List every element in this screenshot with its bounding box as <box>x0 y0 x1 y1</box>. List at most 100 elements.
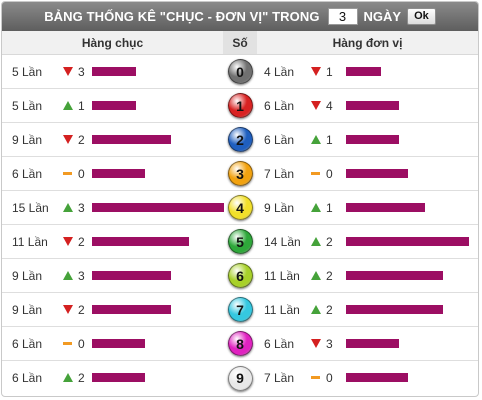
tens-frequency-bar <box>92 305 171 314</box>
up-arrow-icon <box>311 237 321 246</box>
down-arrow-icon <box>63 67 73 76</box>
units-delta: 1 <box>326 64 333 79</box>
tens-frequency-bar <box>92 135 171 144</box>
table-row: 6 Lần 2 9 7 Lần 0 <box>2 361 478 395</box>
tens-delta: 0 <box>78 166 85 181</box>
digit-ball: 9 <box>227 365 253 391</box>
tens-frequency-bar <box>92 237 189 246</box>
tens-count: 9 Lần <box>12 302 43 317</box>
dash-icon <box>63 172 72 175</box>
digit-ball: 3 <box>227 161 253 186</box>
digit-cell: 2 <box>223 123 257 156</box>
digit-cell: 0 <box>223 55 257 88</box>
stats-header: BẢNG THỐNG KÊ "CHỤC - ĐƠN VỊ" TRONG NGÀY… <box>2 2 478 31</box>
tens-count: 11 Lần <box>12 234 48 249</box>
digit-cell: 6 <box>223 259 257 292</box>
units-frequency-bar <box>346 305 443 314</box>
up-arrow-icon <box>63 373 73 382</box>
tens-delta: 2 <box>78 371 85 385</box>
up-arrow-icon <box>63 271 73 280</box>
digit-ball: 1 <box>227 93 253 118</box>
units-delta: 0 <box>326 371 333 385</box>
units-delta: 4 <box>326 98 333 113</box>
tens-cell: 11 Lần 2 <box>2 225 223 258</box>
days-input[interactable] <box>327 8 358 25</box>
up-arrow-icon <box>63 101 73 110</box>
units-frequency-bar <box>346 271 443 280</box>
digit-cell: 4 <box>223 191 257 224</box>
dash-icon <box>63 342 72 345</box>
table-row: 5 Lần 3 0 4 Lần 1 <box>2 55 478 89</box>
dash-icon <box>311 172 320 175</box>
tens-cell: 5 Lần 1 <box>2 89 223 122</box>
column-tens-header: Hàng chục <box>81 35 144 50</box>
units-cell: 7 Lần 0 <box>257 361 478 395</box>
tens-count: 6 Lần <box>12 336 43 351</box>
down-arrow-icon <box>311 339 321 348</box>
units-count: 6 Lần <box>264 132 295 147</box>
dash-icon <box>311 376 320 379</box>
tens-count: 5 Lần <box>12 98 43 113</box>
table-row: 9 Lần 3 6 11 Lần 2 <box>2 259 478 293</box>
units-cell: 9 Lần 1 <box>257 191 478 224</box>
up-arrow-icon <box>311 271 321 280</box>
tens-frequency-bar <box>92 339 145 348</box>
units-cell: 6 Lần 4 <box>257 89 478 122</box>
digit-ball: 5 <box>227 229 253 254</box>
units-count: 4 Lần <box>264 64 295 79</box>
units-cell: 11 Lần 2 <box>257 293 478 326</box>
units-delta: 1 <box>326 200 333 215</box>
column-digit-header: Số <box>223 31 257 54</box>
down-arrow-icon <box>311 67 321 76</box>
tens-delta: 2 <box>78 302 85 317</box>
table-row: 6 Lần 0 8 6 Lần 3 <box>2 327 478 361</box>
stats-title: BẢNG THỐNG KÊ "CHỤC - ĐƠN VỊ" TRONG <box>44 9 320 24</box>
tens-count: 9 Lần <box>12 132 43 147</box>
tens-frequency-bar <box>92 101 136 110</box>
digit-ball: 6 <box>227 263 253 288</box>
tens-frequency-bar <box>92 373 145 382</box>
tens-frequency-bar <box>92 203 224 212</box>
tens-count: 9 Lần <box>12 268 43 283</box>
units-frequency-bar <box>346 135 399 144</box>
units-frequency-bar <box>346 203 425 212</box>
tens-delta: 0 <box>78 336 85 351</box>
tens-cell: 6 Lần 2 <box>2 361 223 395</box>
units-cell: 4 Lần 1 <box>257 55 478 88</box>
ok-button[interactable]: Ok <box>407 8 436 25</box>
down-arrow-icon <box>311 101 321 110</box>
tens-cell: 6 Lần 0 <box>2 327 223 360</box>
units-delta: 2 <box>326 302 333 317</box>
units-frequency-bar <box>346 101 399 110</box>
units-cell: 7 Lần 0 <box>257 157 478 190</box>
units-frequency-bar <box>346 169 408 178</box>
units-frequency-bar <box>346 339 399 348</box>
units-delta: 3 <box>326 336 333 351</box>
digit-ball: 2 <box>227 127 253 152</box>
tens-frequency-bar <box>92 67 136 76</box>
units-frequency-bar <box>346 67 381 76</box>
units-frequency-bar <box>346 237 469 246</box>
down-arrow-icon <box>63 135 73 144</box>
digit-cell: 8 <box>223 327 257 360</box>
tens-frequency-bar <box>92 169 145 178</box>
tens-frequency-bar <box>92 271 171 280</box>
up-arrow-icon <box>311 203 321 212</box>
tens-count: 15 Lần <box>12 200 49 215</box>
tens-delta: 2 <box>78 234 85 249</box>
digit-ball: 4 <box>227 195 253 220</box>
tens-cell: 6 Lần 0 <box>2 157 223 190</box>
up-arrow-icon <box>63 203 73 212</box>
units-count: 14 Lần <box>264 234 301 249</box>
column-header: Hàng chục Số Hàng đơn vị <box>2 31 478 55</box>
down-arrow-icon <box>63 305 73 314</box>
digit-cell: 9 <box>223 361 257 395</box>
tens-cell: 15 Lần 3 <box>2 191 224 224</box>
tens-delta: 3 <box>78 64 85 79</box>
units-delta: 1 <box>326 132 333 147</box>
units-delta: 0 <box>326 166 333 181</box>
tens-count: 5 Lần <box>12 64 43 79</box>
down-arrow-icon <box>63 237 73 246</box>
tens-count: 6 Lần <box>12 371 43 385</box>
